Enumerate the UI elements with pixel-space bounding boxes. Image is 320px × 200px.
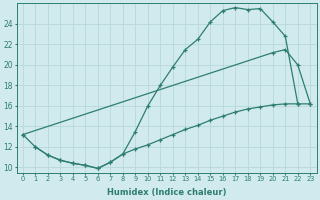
X-axis label: Humidex (Indice chaleur): Humidex (Indice chaleur)	[107, 188, 226, 197]
